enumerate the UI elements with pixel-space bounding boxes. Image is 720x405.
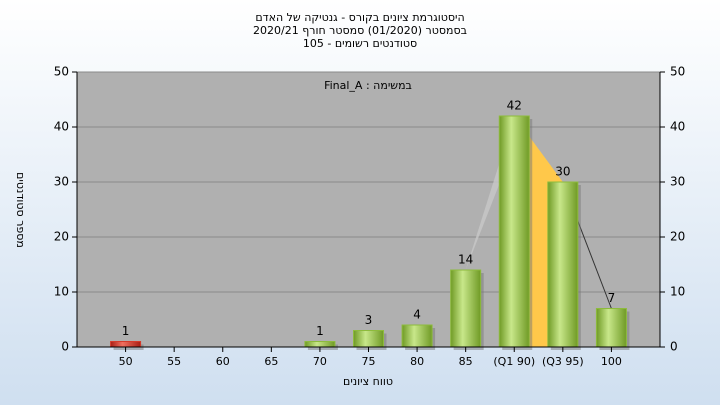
value-label: 1 (122, 324, 130, 338)
x-tick-label: 65 (264, 355, 278, 368)
y2-tick-label: 40 (670, 120, 685, 134)
y-tick-label: 0 (61, 340, 69, 354)
y-tick-label: 40 (54, 120, 69, 134)
bar (595, 308, 627, 348)
y2-tick-label: 50 (670, 65, 685, 79)
value-label: 7 (608, 291, 616, 305)
title-line: סטודנטים רשומים - 105 (303, 37, 417, 50)
x-tick-label: 85 (459, 355, 473, 368)
x-tick-label: 70 (313, 355, 327, 368)
bar (498, 115, 530, 348)
x-tick-label: 80 (410, 355, 424, 368)
y-tick-label: 30 (54, 175, 69, 189)
value-label: 4 (413, 308, 421, 322)
value-label: 42 (507, 99, 522, 113)
quartile-band (465, 116, 515, 270)
y-tick-label: 20 (54, 230, 69, 244)
bar (110, 341, 142, 348)
bar (304, 341, 336, 348)
x-tick-label: (Q1 90) (493, 355, 535, 368)
x-axis-label: טווח ציונים (343, 375, 393, 388)
x-tick-label: 50 (119, 355, 133, 368)
x-tick-label: 55 (167, 355, 181, 368)
bar (401, 324, 433, 348)
bar (353, 330, 384, 348)
y2-tick-label: 10 (670, 285, 685, 299)
y2-tick-label: 0 (670, 340, 678, 354)
title-line: היסטוגרמת ציונים בקורס - גנטיקה של האדם (255, 11, 464, 24)
y2-tick-label: 20 (670, 230, 685, 244)
x-tick-label: 75 (362, 355, 376, 368)
value-label: 1 (316, 324, 324, 338)
annotation: Final_A : במשימה (324, 79, 412, 92)
bar (450, 269, 482, 348)
value-label: 30 (555, 165, 570, 179)
value-label: 14 (458, 253, 473, 267)
y-tick-label: 50 (54, 65, 69, 79)
x-tick-label: 100 (601, 355, 622, 368)
bar (547, 181, 579, 348)
y-tick-label: 10 (54, 285, 69, 299)
y-axis-label: מספר סטודנטים (14, 172, 27, 248)
x-tick-label: (Q3 95) (542, 355, 584, 368)
y2-tick-label: 30 (670, 175, 685, 189)
value-label: 3 (365, 313, 373, 327)
title-line: בסמסטר (01/2020) סמסטר חורף 2020/21 (253, 24, 467, 37)
x-tick-label: 60 (216, 355, 230, 368)
